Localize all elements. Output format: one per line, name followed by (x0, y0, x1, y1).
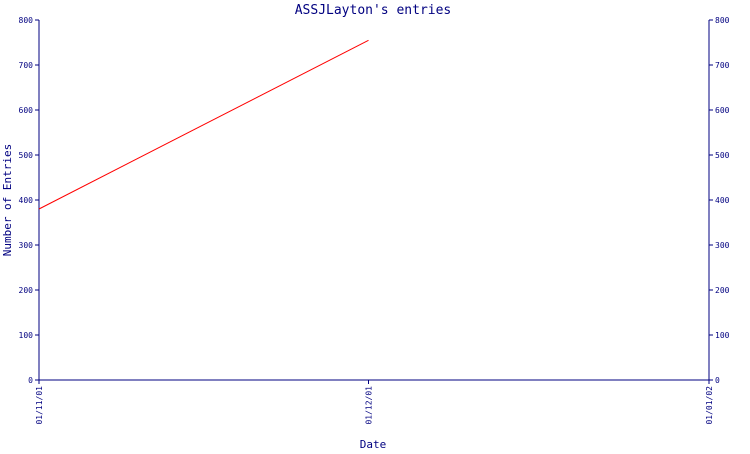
y-tick-label-right: 400 (715, 196, 730, 205)
y-ticks-left: 0 100 200 300 400 500 600 700 800 (19, 16, 39, 385)
y-tick-label-right: 800 (715, 16, 730, 25)
x-axis-label: Date (360, 438, 387, 450)
y-tick-label-left: 100 (19, 331, 34, 340)
y-tick-label-right: 300 (715, 241, 730, 250)
y-tick-label-right: 600 (715, 106, 730, 115)
y-tick-label-right: 500 (715, 151, 730, 160)
y-tick-label-left: 0 (28, 376, 33, 385)
series-line (38, 39, 369, 210)
y-tick-label-left: 600 (19, 106, 34, 115)
y-tick-label-left: 500 (19, 151, 34, 160)
y-tick-label-right: 200 (715, 286, 730, 295)
y-axis-label: Number of Entries (1, 144, 14, 257)
y-tick-label-left: 800 (19, 16, 34, 25)
y-tick-label-right: 0 (715, 376, 720, 385)
x-tick-label: 01/11/01 (35, 386, 44, 425)
y-tick-label-right: 700 (715, 61, 730, 70)
x-tick-label: 01/01/02 (705, 386, 714, 425)
y-ticks-right: 0 100 200 300 400 500 600 700 800 (709, 16, 730, 385)
series-layer (38, 39, 369, 210)
y-tick-label-left: 200 (19, 286, 34, 295)
chart-title: ASSJLayton's entries (295, 3, 452, 18)
y-tick-label-right: 100 (715, 331, 730, 340)
y-tick-label-left: 700 (19, 61, 34, 70)
x-ticks: 01/11/01 01/12/01 01/01/02 (35, 380, 714, 425)
y-tick-label-left: 300 (19, 241, 34, 250)
x-tick-label: 01/12/01 (365, 386, 374, 425)
y-tick-label-left: 400 (19, 196, 34, 205)
